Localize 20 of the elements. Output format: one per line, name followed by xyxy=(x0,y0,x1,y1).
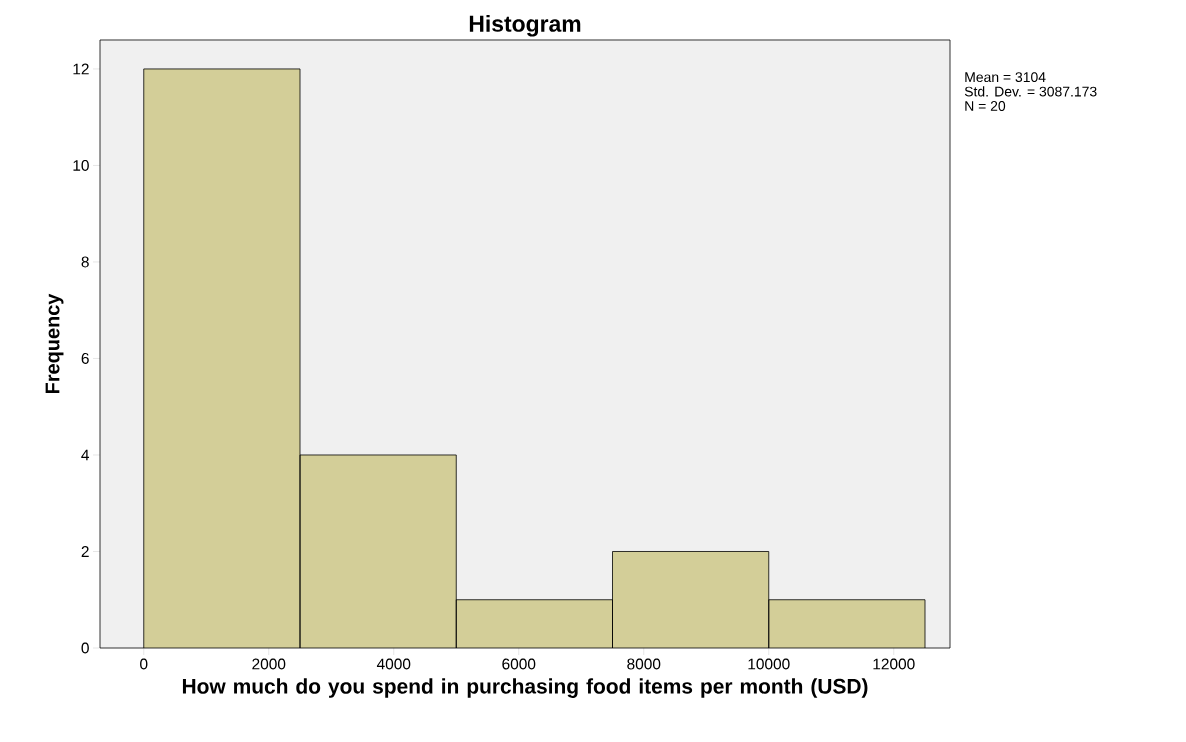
text: Std. Dev. = 3087.173 xyxy=(964,86,1097,97)
x-tick-label: 0 xyxy=(140,658,148,670)
y-tick-label: 0 xyxy=(81,642,89,654)
x-tick-label: 6000 xyxy=(502,658,536,670)
y-tick-label: 12 xyxy=(73,63,89,75)
text: N = 20 xyxy=(965,101,1006,111)
text: Mean = 3104 xyxy=(965,72,1046,83)
x-axis-title: How much do you spend in purchasing food items per month (USD) xyxy=(182,678,868,698)
y-tick-label: 8 xyxy=(81,256,89,268)
y-tick-label: 10 xyxy=(73,159,89,171)
x-tick-label: 4000 xyxy=(376,658,411,670)
y-tick-label: 6 xyxy=(81,353,89,364)
x-tick-label: 12000 xyxy=(873,658,915,670)
y-tick-label: 2 xyxy=(81,546,89,557)
chart-title: Histogram xyxy=(469,15,581,37)
y-axis-title: Frequency xyxy=(45,293,64,394)
x-tick-label: 2000 xyxy=(252,658,286,670)
x-tick-label: 10000 xyxy=(748,658,790,670)
x-tick-label: 8000 xyxy=(627,658,661,670)
y-tick-label: 4 xyxy=(81,449,90,461)
